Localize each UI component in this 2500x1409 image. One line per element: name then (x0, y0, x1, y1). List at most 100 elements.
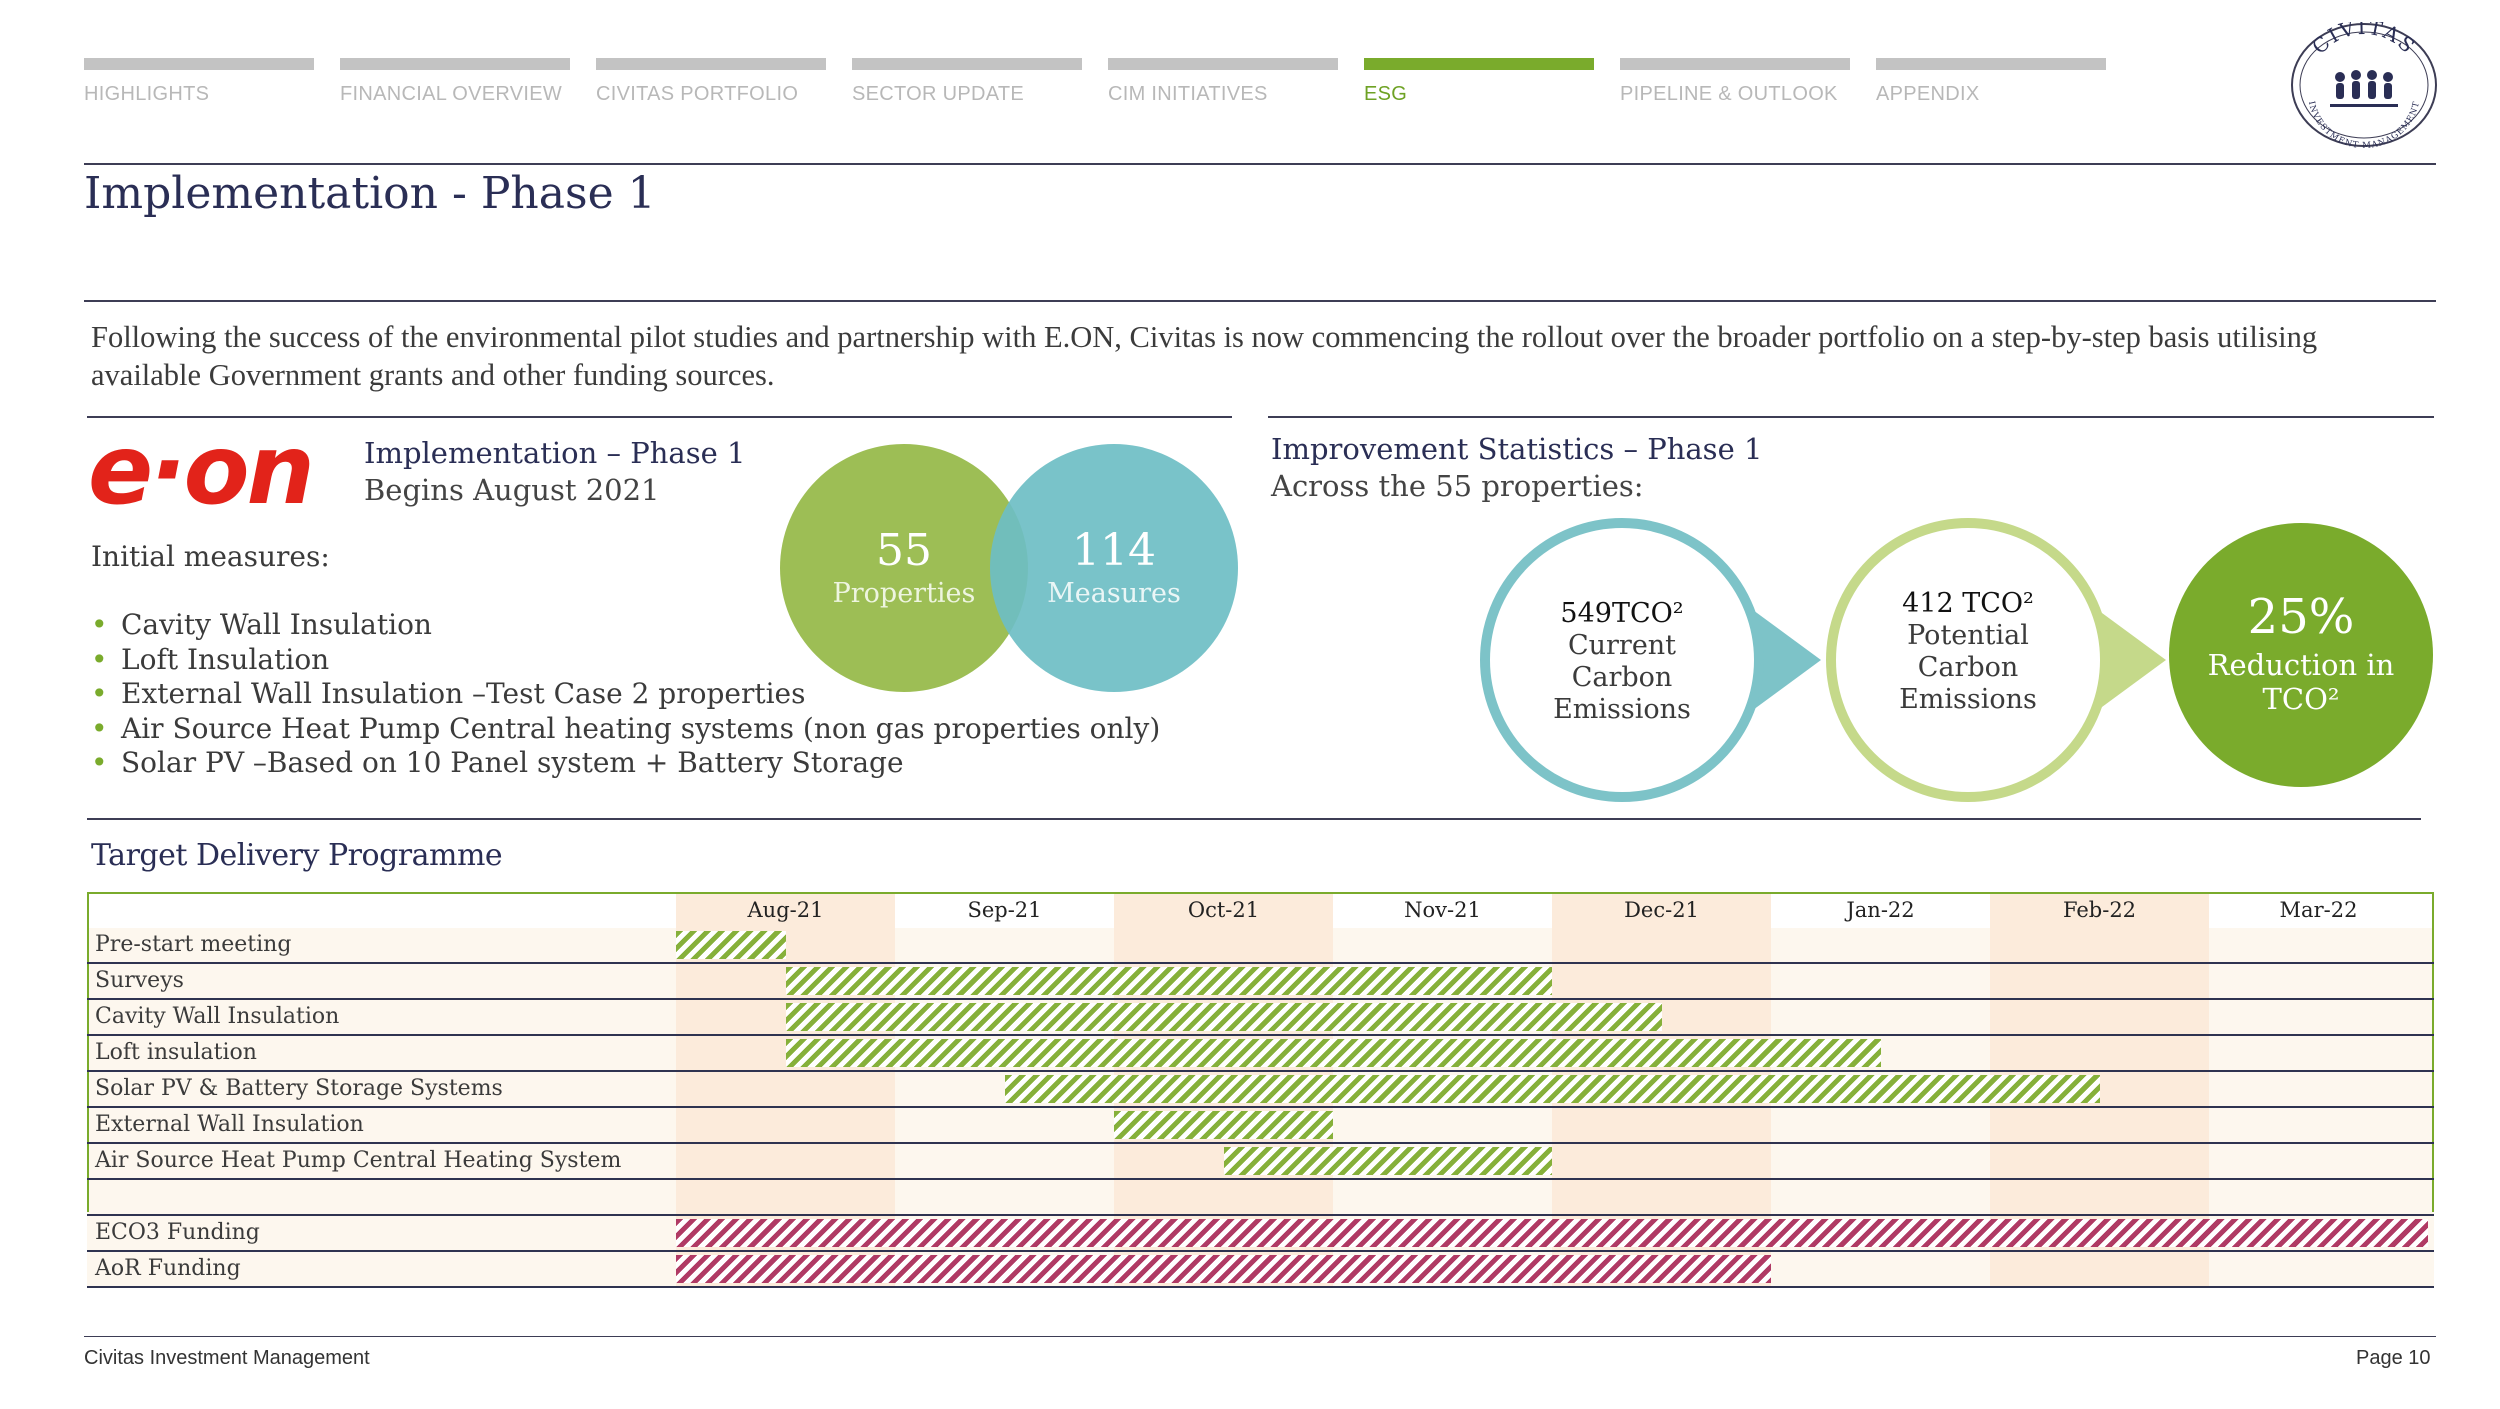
reduction-text: 25% Reduction in TCO² (2171, 587, 2431, 715)
nav-item-financial-overview[interactable]: FINANCIAL OVERVIEW (340, 58, 570, 106)
current-emissions-ring (1480, 518, 1764, 802)
task-bar (1114, 1111, 1333, 1139)
table-row: Loft insulation (87, 1036, 2434, 1072)
nav-label: ESG (1364, 83, 1408, 105)
nav-label: CIM INITIATIVES (1108, 83, 1268, 105)
task-label: Surveys (95, 968, 184, 993)
measures-heading: Initial measures: (91, 540, 330, 573)
programme-title: Target Delivery Programme (91, 838, 503, 873)
month-jan-22: Jan-22 (1846, 898, 1915, 922)
table-row: AoR Funding (87, 1252, 2434, 1288)
table-row: Surveys (87, 964, 2434, 1000)
footer-divider (84, 1336, 2436, 1337)
intro-text: Following the success of the environment… (91, 320, 2318, 392)
left-section-divider (87, 416, 1232, 418)
potential-emissions-line2: Carbon (1917, 652, 2019, 683)
properties-value: 55 (876, 525, 932, 576)
funding-label: AoR Funding (95, 1256, 241, 1281)
nav-label: APPENDIX (1876, 83, 1980, 105)
nav-item-cim-initiatives[interactable]: CIM INITIATIVES (1108, 58, 1338, 106)
footer-company: Civitas Investment Management (84, 1347, 370, 1369)
funding-bar (676, 1255, 1771, 1283)
nav-bar (852, 58, 1082, 70)
list-item: Loft Insulation (91, 643, 1160, 678)
nav-bar (84, 58, 314, 70)
measures-circle-text: 114 Measures (990, 444, 1238, 692)
nav-item-pipeline-outlook[interactable]: PIPELINE & OUTLOOK (1620, 58, 1850, 106)
properties-circle (780, 444, 1028, 692)
table-row-spacer (87, 1180, 2434, 1216)
properties-circle-text: 55 Properties (780, 444, 1028, 692)
month-aug-21: Aug-21 (747, 898, 824, 922)
nav-label: SECTOR UPDATE (852, 83, 1025, 105)
nav-bar (1620, 58, 1850, 70)
month-mar-22: Mar-22 (2279, 898, 2358, 922)
task-label: Air Source Heat Pump Central Heating Sys… (95, 1148, 622, 1173)
reduction-line1: Reduction in (2207, 648, 2395, 682)
current-emissions-line2: Carbon (1571, 662, 1673, 693)
implementation-subtitle: Begins August 2021 (364, 473, 660, 507)
list-item: Air Source Heat Pump Central heating sys… (91, 712, 1160, 747)
people-icon (2330, 70, 2398, 107)
table-row: Air Source Heat Pump Central Heating Sys… (87, 1144, 2434, 1180)
task-bar (785, 1003, 1662, 1031)
list-item: Cavity Wall Insulation (91, 608, 1160, 643)
nav-bar (1108, 58, 1338, 70)
emissions-diagram (1480, 518, 2433, 802)
funding-label: ECO3 Funding (95, 1220, 260, 1245)
title-divider-top (84, 163, 2436, 165)
reduction-value: 25% (2247, 589, 2355, 645)
right-section-divider (1268, 416, 2434, 418)
month-oct-21: Oct-21 (1187, 898, 1260, 922)
task-bar (1223, 1147, 1552, 1175)
funding-bar (676, 1219, 2428, 1247)
measures-list: Cavity Wall Insulation Loft Insulation E… (91, 608, 1160, 781)
nav-bar (596, 58, 826, 70)
programme-divider (87, 818, 2421, 820)
nav-item-civitas-portfolio[interactable]: CIVITAS PORTFOLIO (596, 58, 826, 106)
page-title: Implementation - Phase 1 (84, 168, 656, 219)
month-sep-21: Sep-21 (967, 898, 1042, 922)
task-label: Solar PV & Battery Storage Systems (95, 1076, 503, 1101)
improvement-title: Improvement Statistics – Phase 1 (1271, 432, 1763, 466)
nav-item-sector-update[interactable]: SECTOR UPDATE (852, 58, 1082, 106)
improvement-subtitle: Across the 55 properties: (1271, 469, 1644, 503)
nav-label: PIPELINE & OUTLOOK (1620, 83, 1838, 105)
measures-value: 114 (1072, 525, 1156, 576)
nav-item-esg[interactable]: ESG (1364, 58, 1594, 106)
task-label: External Wall Insulation (95, 1112, 364, 1137)
list-item: External Wall Insulation –Test Case 2 pr… (91, 677, 1160, 712)
civitas-logo: CIVITAS INVESTMENT MANAGEMENT (2291, 22, 2437, 148)
potential-emissions-ring (1826, 518, 2110, 802)
task-label: Loft insulation (95, 1040, 257, 1065)
potential-emissions-text: 412 TCO² Potential Carbon Emissions (1848, 588, 2088, 716)
nav-label: CIVITAS PORTFOLIO (596, 83, 799, 105)
task-bar (785, 967, 1552, 995)
table-row: Solar PV & Battery Storage Systems (87, 1072, 2434, 1108)
list-item: Solar PV –Based on 10 Panel system + Bat… (91, 746, 1160, 781)
month-dec-21: Dec-21 (1624, 898, 1699, 922)
current-emissions-value: 549TCO² (1560, 598, 1684, 629)
programme-gantt: Aug-21 Sep-21 Oct-21 Nov-21 Dec-21 Jan-2… (87, 892, 2434, 1288)
nav-bar (1364, 58, 1594, 70)
nav-bar (1876, 58, 2106, 70)
nav-label: FINANCIAL OVERVIEW (340, 83, 563, 105)
month-header: Aug-21 Sep-21 Oct-21 Nov-21 Dec-21 Jan-2… (87, 892, 2434, 928)
task-label: Cavity Wall Insulation (95, 1004, 340, 1029)
potential-emissions-line3: Emissions (1899, 684, 2037, 715)
task-bar (785, 1039, 1881, 1067)
table-row: Cavity Wall Insulation (87, 1000, 2434, 1036)
nav-label: HIGHLIGHTS (84, 83, 210, 105)
page-number: Page 10 (2356, 1347, 2431, 1369)
month-nov-21: Nov-21 (1404, 898, 1481, 922)
nav-item-appendix[interactable]: APPENDIX (1876, 58, 2106, 106)
measures-circle (990, 444, 1238, 692)
properties-label: Properties (832, 578, 976, 609)
current-emissions-text: 549TCO² Current Carbon Emissions (1502, 598, 1742, 726)
reduction-circle (2169, 523, 2433, 787)
potential-emissions-value: 412 TCO² (1902, 588, 2034, 619)
reduction-line2: TCO² (2262, 682, 2340, 716)
measures-label: Measures (1047, 578, 1181, 609)
task-bar (676, 931, 786, 959)
nav-item-highlights[interactable]: HIGHLIGHTS (84, 58, 314, 106)
